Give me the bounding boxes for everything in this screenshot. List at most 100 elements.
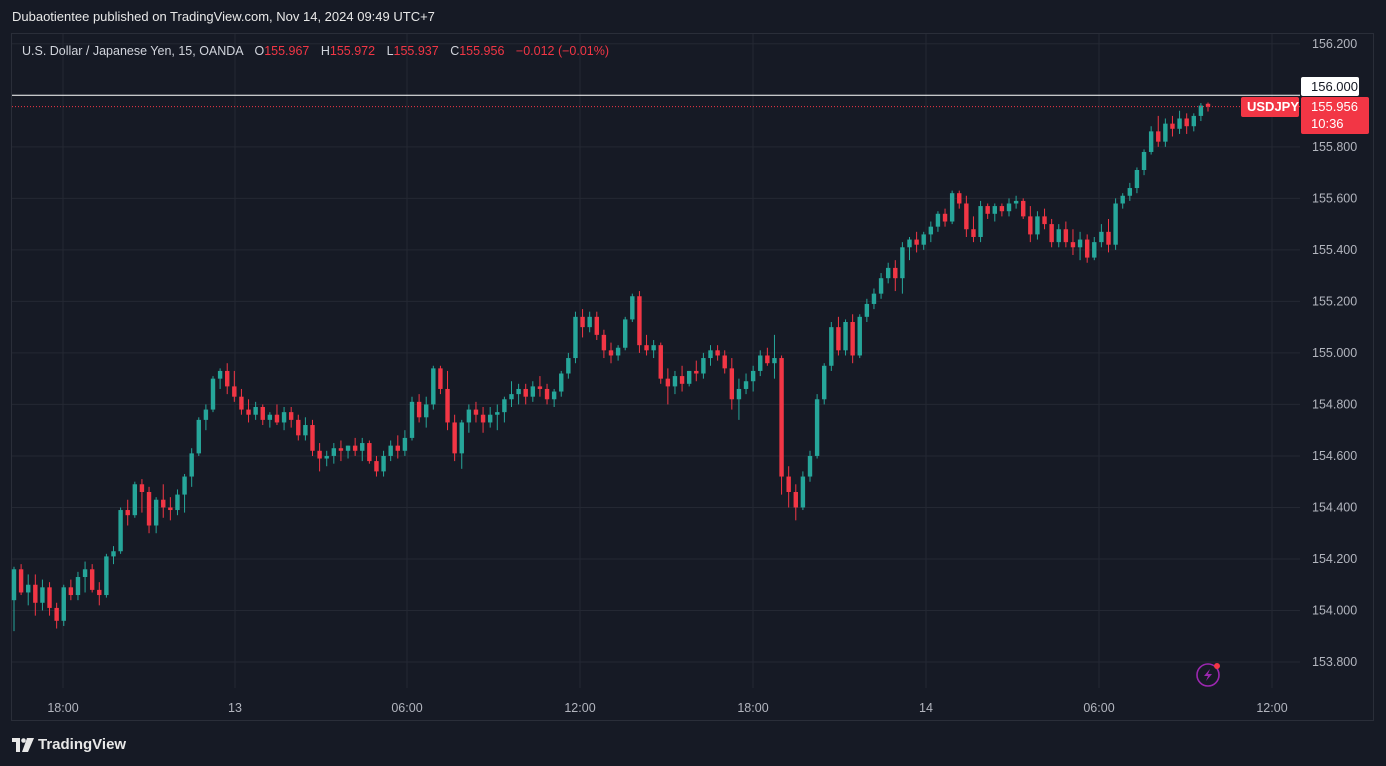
candle-body — [679, 376, 685, 384]
candle-body — [594, 316, 599, 335]
candle-body — [466, 409, 472, 423]
candle-body — [999, 206, 1005, 212]
candle-body — [1170, 123, 1175, 129]
price-axis[interactable]: 156.200 155.800 155.600 155.400 155.200 155.0… — [1312, 37, 1357, 669]
candle-body — [1056, 229, 1061, 243]
x-tick-label: 06:00 — [391, 701, 422, 715]
candle-body — [822, 365, 827, 400]
candle-body — [203, 409, 209, 420]
candle-body — [175, 494, 180, 511]
high-value: 155.972 — [329, 44, 376, 58]
candle-body — [253, 406, 258, 415]
candle-body — [1028, 216, 1033, 235]
candle-body — [189, 453, 194, 477]
candle-body — [686, 370, 692, 384]
candle-body — [267, 414, 273, 420]
candle-body — [118, 510, 123, 552]
last-price-badge: 155.956 — [1311, 99, 1358, 114]
close-key: C — [450, 44, 460, 58]
y-tick-label: 155.400 — [1312, 243, 1357, 257]
candle-body — [1198, 105, 1204, 116]
candle-body — [985, 206, 990, 214]
candle-body — [559, 373, 564, 392]
last-price-badge-bg — [1301, 97, 1369, 134]
candle-body — [281, 412, 287, 423]
candle-body — [708, 350, 713, 359]
candle-body — [381, 455, 386, 472]
candle-body — [303, 425, 308, 436]
tradingview-logo-icon — [12, 737, 34, 752]
candle-body — [935, 213, 941, 227]
candle-body — [296, 419, 301, 436]
candle-body — [1006, 203, 1012, 212]
candle-body — [68, 587, 74, 596]
candle-body — [1156, 131, 1161, 142]
candle-body — [829, 327, 834, 366]
candle-body — [338, 448, 344, 451]
y-tick-label: 154.200 — [1312, 552, 1357, 566]
y-tick-label: 155.600 — [1312, 191, 1357, 205]
candle-body — [97, 589, 102, 596]
candle-body — [232, 386, 237, 397]
candle-body — [1084, 239, 1090, 258]
candle-body — [1113, 203, 1118, 245]
candle-body — [487, 414, 493, 423]
grid-lines — [12, 34, 1300, 688]
candle-body — [168, 507, 173, 511]
candle-body — [644, 345, 649, 351]
candle-body — [26, 584, 31, 593]
time-axis[interactable]: 18:00 13 06:00 12:00 18:00 14 06:00 12:00 — [47, 701, 1287, 715]
candle-body — [1063, 229, 1069, 243]
candle-body — [850, 321, 855, 356]
x-tick-label: 18:00 — [737, 701, 768, 715]
low-key: L — [386, 44, 394, 58]
candle-body — [75, 577, 81, 596]
symbol-badge-bg — [1241, 97, 1299, 117]
candle-body — [431, 368, 436, 405]
candle-body — [89, 569, 95, 590]
candle-body — [942, 213, 948, 222]
x-tick-label: 18:00 — [47, 701, 78, 715]
x-tick-label: 12:00 — [1256, 701, 1287, 715]
y-tick-label: 156.200 — [1312, 37, 1357, 51]
candle-body — [11, 569, 17, 601]
y-tick-label: 154.600 — [1312, 449, 1357, 463]
candle-body — [288, 412, 294, 420]
chart-panel[interactable] — [11, 33, 1374, 721]
y-tick-label: 154.400 — [1312, 500, 1357, 514]
candle-body — [793, 492, 798, 508]
candle-body — [694, 370, 699, 374]
lightning-bolt-icon[interactable] — [1196, 663, 1220, 687]
candle-body — [1106, 231, 1111, 245]
candle-body — [225, 370, 230, 387]
candle-body — [40, 587, 45, 603]
candle-body — [1070, 242, 1076, 248]
candle-body — [1127, 188, 1133, 196]
candle-body — [459, 422, 464, 454]
candle-body — [921, 234, 926, 245]
y-tick-label: 154.000 — [1312, 604, 1357, 618]
candle-body — [260, 406, 265, 420]
candle-body — [1013, 200, 1019, 204]
candle-body — [445, 388, 450, 423]
candle-body — [388, 445, 393, 456]
x-tick-label: 12:00 — [564, 701, 595, 715]
candle-body — [601, 334, 607, 351]
price-level-lines — [12, 94, 1300, 108]
x-tick-label: 14 — [919, 701, 933, 715]
candle-body — [900, 247, 905, 279]
candle-body — [104, 556, 109, 596]
candle-body — [367, 443, 372, 462]
candle-body — [239, 396, 244, 410]
candle-body — [992, 206, 997, 214]
tradingview-logo[interactable]: TradingView — [12, 736, 126, 753]
candle-body — [722, 355, 727, 369]
candle-body — [210, 378, 216, 410]
candle-body — [473, 409, 479, 415]
candle-body — [729, 368, 735, 400]
candle-body — [82, 569, 88, 578]
candle-body — [516, 388, 521, 395]
candle-body — [54, 607, 59, 621]
countdown-badge: 10:36 — [1311, 116, 1344, 131]
